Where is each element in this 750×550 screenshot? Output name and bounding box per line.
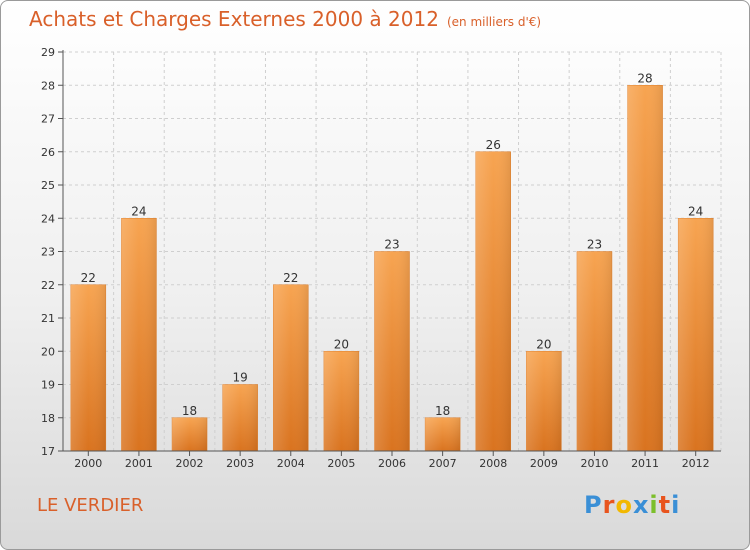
x-tick-label: 2006 bbox=[378, 457, 406, 470]
bar-shading bbox=[374, 251, 410, 451]
logo-letter: x bbox=[632, 491, 650, 519]
bar-shading bbox=[425, 417, 461, 451]
bar-shading bbox=[70, 284, 106, 451]
logo-letter: r bbox=[602, 491, 616, 519]
bar-value-label: 20 bbox=[334, 337, 349, 351]
bar-shading bbox=[526, 351, 562, 451]
y-tick-label: 21 bbox=[41, 312, 55, 325]
x-tick-label: 2001 bbox=[125, 457, 153, 470]
proxiti-logo: Proxiti bbox=[584, 491, 680, 519]
bar-shading bbox=[172, 417, 208, 451]
bars bbox=[70, 85, 714, 452]
bar-value-label: 18 bbox=[182, 404, 197, 418]
bar-value-label: 20 bbox=[536, 337, 551, 351]
y-tick-label: 17 bbox=[41, 445, 55, 458]
y-tick-label: 22 bbox=[41, 279, 55, 292]
bar-shading bbox=[121, 218, 157, 451]
bar-value-label: 18 bbox=[435, 404, 450, 418]
logo-letter: t bbox=[658, 491, 672, 519]
y-tick-label: 25 bbox=[41, 179, 55, 192]
x-tick-label: 2004 bbox=[277, 457, 305, 470]
bar-value-label: 24 bbox=[131, 204, 146, 218]
y-tick-label: 29 bbox=[41, 46, 55, 59]
bar-shading bbox=[222, 384, 258, 451]
y-tick-label: 20 bbox=[41, 345, 55, 358]
bar-value-label: 23 bbox=[384, 238, 399, 252]
x-tick-label: 2011 bbox=[631, 457, 659, 470]
x-tick-label: 2002 bbox=[176, 457, 204, 470]
chart-title-text: Achats et Charges Externes 2000 à 2012 bbox=[29, 7, 439, 31]
bar-value-label: 24 bbox=[688, 204, 703, 218]
bar-value-label: 22 bbox=[283, 271, 298, 285]
logo-letter: o bbox=[615, 491, 633, 519]
bar-value-label: 26 bbox=[486, 138, 501, 152]
y-tick-label: 28 bbox=[41, 79, 55, 92]
bar-value-label: 23 bbox=[587, 238, 602, 252]
axes bbox=[58, 50, 721, 456]
x-tick-label: 2000 bbox=[74, 457, 102, 470]
bar-value-label: 19 bbox=[233, 371, 248, 385]
commune-name: LE VERDIER bbox=[37, 495, 144, 516]
labels: 17 18 19 20 21 22 23 24 25 26 27 28 29 22 2000 24 2001 18… bbox=[41, 46, 710, 470]
y-tick-label: 18 bbox=[41, 412, 55, 425]
logo-letter: i bbox=[671, 491, 681, 519]
x-tick-label: 2008 bbox=[479, 457, 507, 470]
bar-shading bbox=[475, 151, 511, 451]
bar-shading bbox=[627, 85, 663, 451]
x-tick-label: 2007 bbox=[429, 457, 457, 470]
x-tick-label: 2009 bbox=[530, 457, 558, 470]
y-tick-label: 27 bbox=[41, 113, 55, 126]
y-tick-label: 26 bbox=[41, 146, 55, 159]
x-tick-label: 2003 bbox=[226, 457, 254, 470]
y-tick-label: 19 bbox=[41, 379, 55, 392]
chart-title: Achats et Charges Externes 2000 à 2012 (e… bbox=[29, 7, 541, 31]
bar-shading bbox=[576, 251, 612, 451]
x-tick-label: 2012 bbox=[682, 457, 710, 470]
bar-value-label: 22 bbox=[81, 271, 96, 285]
chart-subtitle: (en milliers d'€) bbox=[446, 15, 542, 29]
y-tick-label: 23 bbox=[41, 246, 55, 259]
x-tick-label: 2010 bbox=[580, 457, 608, 470]
bar-shading bbox=[323, 351, 359, 451]
bar-shading bbox=[678, 218, 714, 451]
bar-value-label: 28 bbox=[637, 71, 652, 85]
x-tick-label: 2005 bbox=[327, 457, 355, 470]
y-tick-label: 24 bbox=[41, 212, 55, 225]
logo-letter: i bbox=[649, 491, 659, 519]
logo-letter: P bbox=[584, 491, 603, 519]
bar-shading bbox=[273, 284, 309, 451]
